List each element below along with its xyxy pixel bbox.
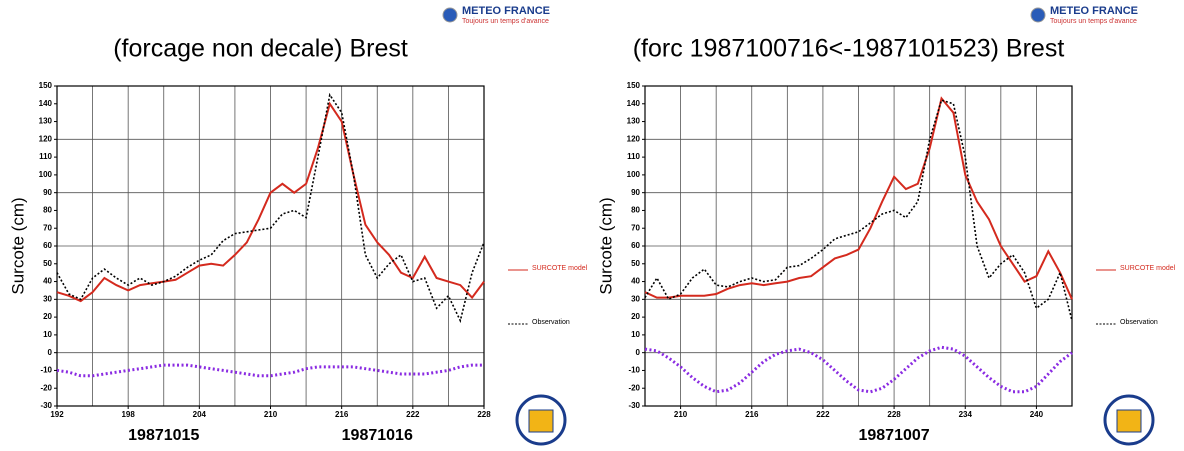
y-tick-label: -30 (40, 401, 52, 410)
date-label: 19871016 (342, 427, 413, 444)
logo-slogan: Toujours un temps d'avance (1050, 18, 1137, 25)
legend-label: SURCOTE model (1120, 265, 1176, 272)
logo-icon (1030, 7, 1046, 23)
y-tick-label: 0 (636, 348, 641, 357)
y-tick-label: 140 (627, 99, 641, 108)
shom-logo-block (1116, 409, 1142, 433)
x-tick-label: 222 (406, 410, 420, 419)
x-tick-label: 234 (959, 410, 973, 419)
chart-title: (forc 1987100716<-1987101523) Brest (633, 35, 1065, 63)
legend-label: SURCOTE model (532, 265, 588, 272)
y-tick-label: 50 (43, 259, 52, 268)
series-line (56, 101, 485, 303)
y-tick-label: 40 (43, 277, 52, 286)
y-tick-label: 80 (43, 206, 52, 215)
logo-icon (442, 7, 458, 23)
series-line (56, 92, 485, 324)
x-tick-label: 192 (50, 410, 64, 419)
y-tick-label: 90 (631, 188, 640, 197)
date-label: 19871007 (858, 427, 929, 444)
x-tick-label: 210 (264, 410, 278, 419)
y-tick-label: 150 (39, 81, 53, 90)
y-tick-label: 90 (43, 188, 52, 197)
y-tick-label: 20 (43, 312, 52, 321)
y-tick-label: 60 (631, 241, 640, 250)
y-tick-label: 10 (43, 330, 52, 339)
y-tick-label: 140 (39, 99, 53, 108)
series-line (644, 99, 1073, 321)
y-tick-label: 30 (631, 294, 640, 303)
logo-name: METEO FRANCE (1050, 5, 1138, 17)
y-tick-label: -10 (40, 366, 52, 375)
x-tick-label: 198 (121, 410, 135, 419)
y-tick-label: 110 (627, 152, 640, 161)
y-tick-label: -20 (628, 383, 640, 392)
y-tick-label: 40 (631, 277, 640, 286)
y-tick-label: 120 (627, 134, 641, 143)
y-tick-label: 120 (39, 134, 53, 143)
logo-slogan: Toujours un temps d'avance (462, 18, 549, 25)
y-tick-label: 80 (631, 206, 640, 215)
legend-label: Observation (532, 319, 570, 326)
chart-title: (forcage non decale) Brest (113, 35, 408, 63)
series-line (56, 363, 484, 378)
y-axis-label: Surcote (cm) (8, 197, 27, 294)
series-line (644, 345, 1073, 394)
x-tick-label: 216 (745, 410, 759, 419)
y-tick-label: 10 (631, 330, 640, 339)
y-axis-label: Surcote (cm) (596, 197, 615, 294)
y-tick-label: 50 (631, 259, 640, 268)
y-tick-label: 150 (627, 81, 641, 90)
series-line (644, 96, 1073, 300)
x-tick-label: 228 (887, 410, 901, 419)
y-tick-label: -20 (40, 383, 52, 392)
y-tick-label: 130 (627, 117, 641, 126)
x-tick-label: 204 (193, 410, 207, 419)
y-tick-label: 20 (631, 312, 640, 321)
legend-label: Observation (1120, 319, 1158, 326)
logo-name: METEO FRANCE (462, 5, 550, 17)
y-tick-label: 130 (39, 117, 53, 126)
y-tick-label: 60 (43, 241, 52, 250)
y-tick-label: 0 (48, 348, 53, 357)
x-tick-label: 216 (335, 410, 349, 419)
date-label: 19871015 (128, 427, 199, 444)
y-tick-label: -10 (628, 366, 640, 375)
y-tick-label: 30 (43, 294, 52, 303)
y-tick-label: 100 (39, 170, 53, 179)
y-tick-label: 70 (631, 223, 640, 232)
y-tick-label: -30 (628, 401, 640, 410)
x-tick-label: 210 (674, 410, 688, 419)
y-tick-label: 110 (39, 152, 52, 161)
x-tick-label: 222 (816, 410, 830, 419)
y-tick-label: 70 (43, 223, 52, 232)
y-tick-label: 100 (627, 170, 641, 179)
x-tick-label: 240 (1030, 410, 1044, 419)
x-tick-label: 228 (477, 410, 491, 419)
shom-logo-block (528, 409, 554, 433)
